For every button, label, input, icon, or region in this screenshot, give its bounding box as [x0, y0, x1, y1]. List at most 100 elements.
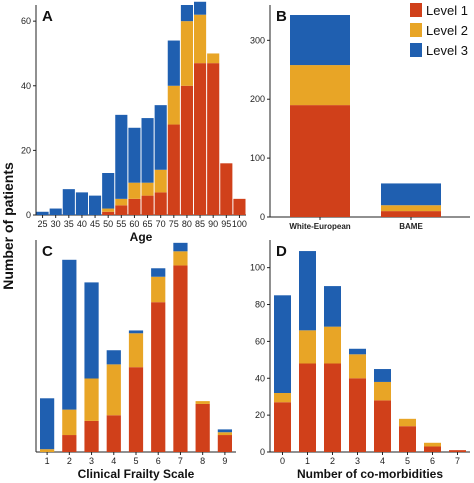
bar-level-2-65	[141, 182, 154, 196]
legend-label: Level 1	[426, 3, 468, 18]
bar-level-1-95	[220, 163, 233, 215]
panel-letter: D	[276, 243, 287, 260]
x-tick-label: 5	[405, 456, 410, 466]
bar-level-3-40	[75, 192, 89, 215]
bar-level-1-55	[115, 205, 128, 215]
bar-level-1-5	[128, 367, 144, 452]
bar-level-2-3	[349, 354, 366, 379]
x-tick-label: 70	[156, 219, 166, 229]
bar-level-2-6	[151, 276, 166, 303]
bar-level-3-75	[167, 40, 180, 86]
bar-level-2-2	[62, 409, 77, 436]
x-tick-label: 30	[51, 219, 61, 229]
bar-level-3-9	[217, 429, 232, 433]
legend-item-level-3: Level 3	[410, 43, 468, 58]
bar-level-2-85	[194, 14, 207, 64]
x-tick-label: 6	[156, 456, 161, 466]
bar-level-3-white-european	[290, 15, 350, 66]
bar-level-1-85	[194, 63, 207, 216]
bar-level-2-9	[217, 432, 232, 436]
bar-level-1-6	[424, 446, 441, 452]
x-tick-label: 90	[208, 219, 218, 229]
bar-level-2-60	[128, 182, 141, 199]
bar-level-2-80	[180, 21, 194, 86]
x-tick-label: 55	[116, 219, 126, 229]
bar-level-3-7	[173, 242, 188, 252]
bar-level-3-65	[141, 118, 154, 183]
x-tick-label: 100	[232, 219, 247, 229]
bar-level-3-3	[349, 348, 366, 355]
bar-level-1-5	[399, 426, 416, 452]
bar-level-1-80	[180, 85, 194, 216]
bar-level-3-60	[128, 127, 141, 183]
panel-letter: B	[276, 8, 287, 25]
y-tick-label: 100	[250, 153, 265, 163]
bar-level-1-50	[102, 211, 115, 215]
bar-level-1-4	[106, 415, 121, 452]
y-tick-label: 100	[250, 263, 265, 273]
bar-level-2-6	[424, 442, 441, 447]
bar-level-1-7	[173, 265, 188, 452]
bar-level-1-6	[151, 302, 166, 452]
x-tick-label: 8	[200, 456, 205, 466]
bar-level-1-2	[62, 435, 77, 452]
bar-level-1-90	[207, 63, 220, 216]
bar-level-1-9	[217, 435, 232, 452]
bar-level-3-3	[84, 282, 99, 379]
bar-level-2-70	[154, 169, 167, 193]
x-tick-label: 35	[64, 219, 74, 229]
x-tick-label: 25	[38, 219, 48, 229]
bar-level-2-1	[40, 449, 55, 452]
x-axis-label: Clinical Frailty Scale	[78, 467, 195, 481]
bar-level-1-3	[84, 420, 99, 452]
bar-level-1-1	[299, 363, 316, 452]
panel-letter: A	[42, 8, 53, 25]
bar-level-3-25	[36, 211, 49, 215]
bar-level-2-75	[167, 85, 180, 125]
bar-level-1-7	[449, 450, 466, 452]
bar-level-2-50	[102, 208, 115, 212]
x-tick-label: 40	[77, 219, 87, 229]
bar-level-1-bame	[381, 211, 441, 217]
legend-swatch	[410, 23, 422, 37]
bar-level-2-5	[128, 333, 144, 368]
x-tick-label: 65	[143, 219, 153, 229]
bar-level-2-2	[324, 326, 341, 364]
x-tick-label: 1	[45, 456, 50, 466]
x-tick-label: 0	[280, 456, 285, 466]
bar-level-1-white-european	[290, 105, 350, 217]
bar-level-3-70	[154, 105, 167, 170]
bar-level-2-bame	[381, 205, 441, 212]
x-tick-label: 45	[90, 219, 100, 229]
panel-c: C 1 2 3 4 5 6 7 8 9 Clinical Frailty Scale	[35, 240, 236, 481]
bar-level-3-35	[62, 189, 75, 215]
x-tick-label: 9	[222, 456, 227, 466]
bar-level-3-1	[40, 398, 55, 450]
bar-level-1-70	[154, 192, 167, 215]
legend-label: Level 3	[426, 43, 468, 58]
bar-level-3-50	[102, 173, 115, 209]
y-tick-label: 200	[250, 94, 265, 104]
x-tick-label: 6	[430, 456, 435, 466]
legend-item-level-1: Level 1	[410, 3, 468, 18]
x-tick-label: 4	[380, 456, 385, 466]
x-tick-label: BAME	[399, 222, 423, 231]
x-tick-label: 60	[129, 219, 139, 229]
bar-level-2-4	[106, 364, 121, 416]
bar-level-2-5	[399, 418, 416, 427]
bar-level-2-3	[84, 378, 99, 421]
bar-level-1-100	[233, 198, 246, 215]
y-tick-label: 300	[250, 35, 265, 45]
bar-level-3-bame	[381, 183, 441, 206]
bar-level-1-8	[195, 403, 210, 452]
y-tick-label: 40	[21, 81, 31, 91]
y-tick-label: 60	[255, 336, 265, 346]
bar-level-1-3	[349, 378, 366, 452]
x-tick-label: 75	[169, 219, 179, 229]
bar-level-1-75	[167, 124, 180, 215]
x-tick-label: 2	[330, 456, 335, 466]
y-tick-label: 0	[260, 212, 265, 222]
legend: Level 1 Level 2 Level 3	[410, 3, 468, 58]
